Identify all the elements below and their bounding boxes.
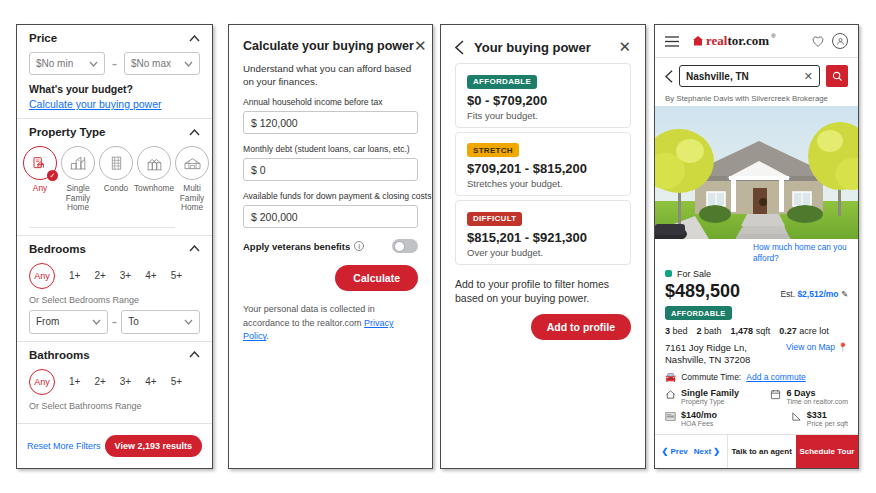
- svg-text:HOA: HOA: [667, 412, 672, 414]
